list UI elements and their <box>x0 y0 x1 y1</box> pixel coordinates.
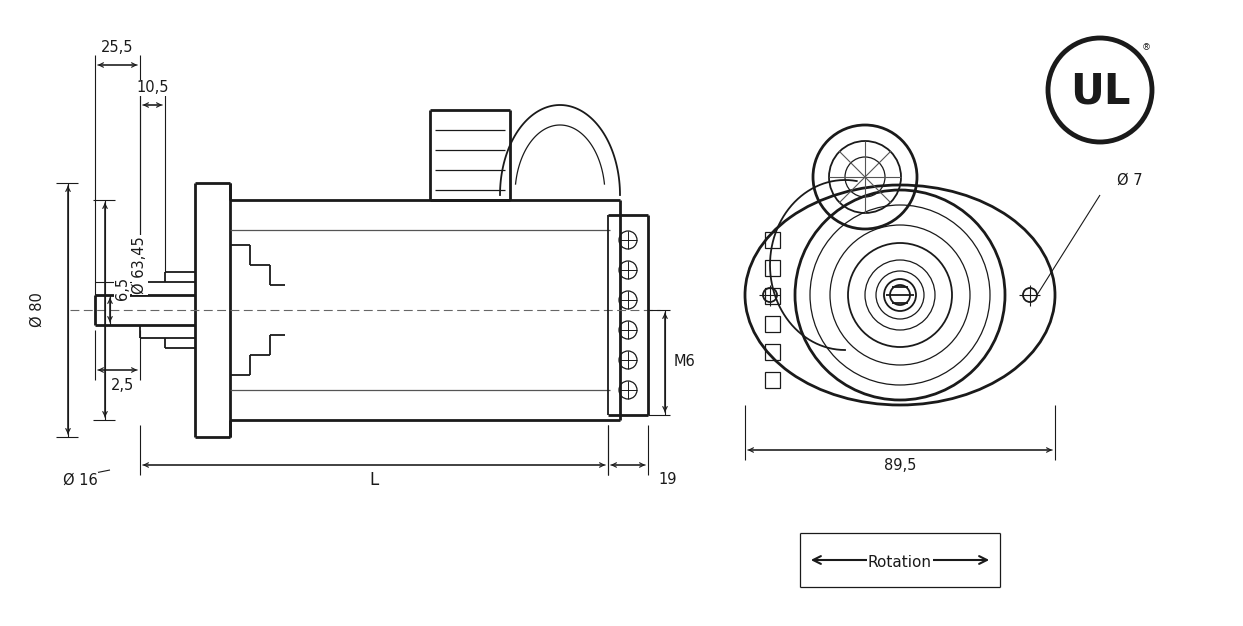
Text: M6: M6 <box>674 354 696 369</box>
Text: 89,5: 89,5 <box>884 458 916 473</box>
Text: 10,5: 10,5 <box>137 81 169 96</box>
Text: Ø 7: Ø 7 <box>1117 173 1142 188</box>
Text: 25,5: 25,5 <box>101 39 134 54</box>
Text: Ø 80: Ø 80 <box>30 292 45 327</box>
Text: Ø 63,45: Ø 63,45 <box>133 236 148 294</box>
Text: Ø 16: Ø 16 <box>62 473 97 488</box>
Text: 2,5: 2,5 <box>111 377 134 393</box>
Text: Rotation: Rotation <box>868 555 932 570</box>
Text: 6,5: 6,5 <box>114 277 129 300</box>
Text: L: L <box>369 471 379 489</box>
Text: ®: ® <box>1141 43 1151 53</box>
Text: UL: UL <box>1070 71 1130 113</box>
Text: 19: 19 <box>659 473 677 488</box>
